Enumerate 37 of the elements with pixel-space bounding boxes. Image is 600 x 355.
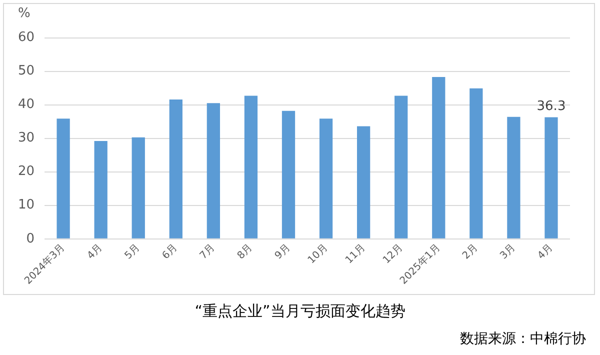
- source-note: 数据来源：中棉行协: [460, 330, 586, 348]
- bar: [94, 141, 108, 238]
- y-axis-title: %: [18, 6, 30, 21]
- bar: [319, 118, 333, 238]
- x-tick-label: 12月: [381, 242, 406, 266]
- x-tick-label: 2月: [460, 242, 480, 262]
- x-tick-label: 5月: [122, 242, 142, 262]
- bar: [394, 96, 408, 238]
- x-tick-label: 4月: [536, 242, 556, 262]
- bar: [357, 126, 370, 238]
- x-tick-label: 8月: [236, 242, 255, 262]
- x-tick-label: 7月: [198, 242, 218, 262]
- bar: [56, 118, 70, 238]
- x-tick-label: 3月: [498, 242, 518, 262]
- bar: [507, 116, 520, 238]
- bar: [432, 77, 446, 238]
- bar: [544, 117, 558, 238]
- y-tick-label: 10: [18, 198, 35, 213]
- x-tick-label: 4月: [85, 242, 105, 262]
- bar: [282, 110, 296, 238]
- x-tick-label: 10月: [306, 242, 330, 266]
- x-tick-label: 9月: [273, 242, 292, 262]
- y-tick-label: 20: [18, 164, 35, 180]
- bar: [470, 88, 483, 238]
- y-tick-label: 50: [18, 64, 35, 79]
- bar: [132, 137, 145, 238]
- y-tick-label: 60: [18, 30, 35, 46]
- text: “重点企业”当月亏损面变化趋势: [194, 302, 406, 321]
- data-label: 36.3: [536, 99, 566, 114]
- bar: [244, 96, 258, 238]
- x-tick-label: 11月: [344, 242, 368, 266]
- x-tick-label: 6月: [160, 242, 180, 262]
- y-tick-label: 40: [18, 97, 35, 112]
- y-tick-label: 30: [18, 130, 35, 146]
- bar: [206, 103, 220, 238]
- y-tick-label: 0: [26, 231, 35, 246]
- bar: [169, 99, 182, 238]
